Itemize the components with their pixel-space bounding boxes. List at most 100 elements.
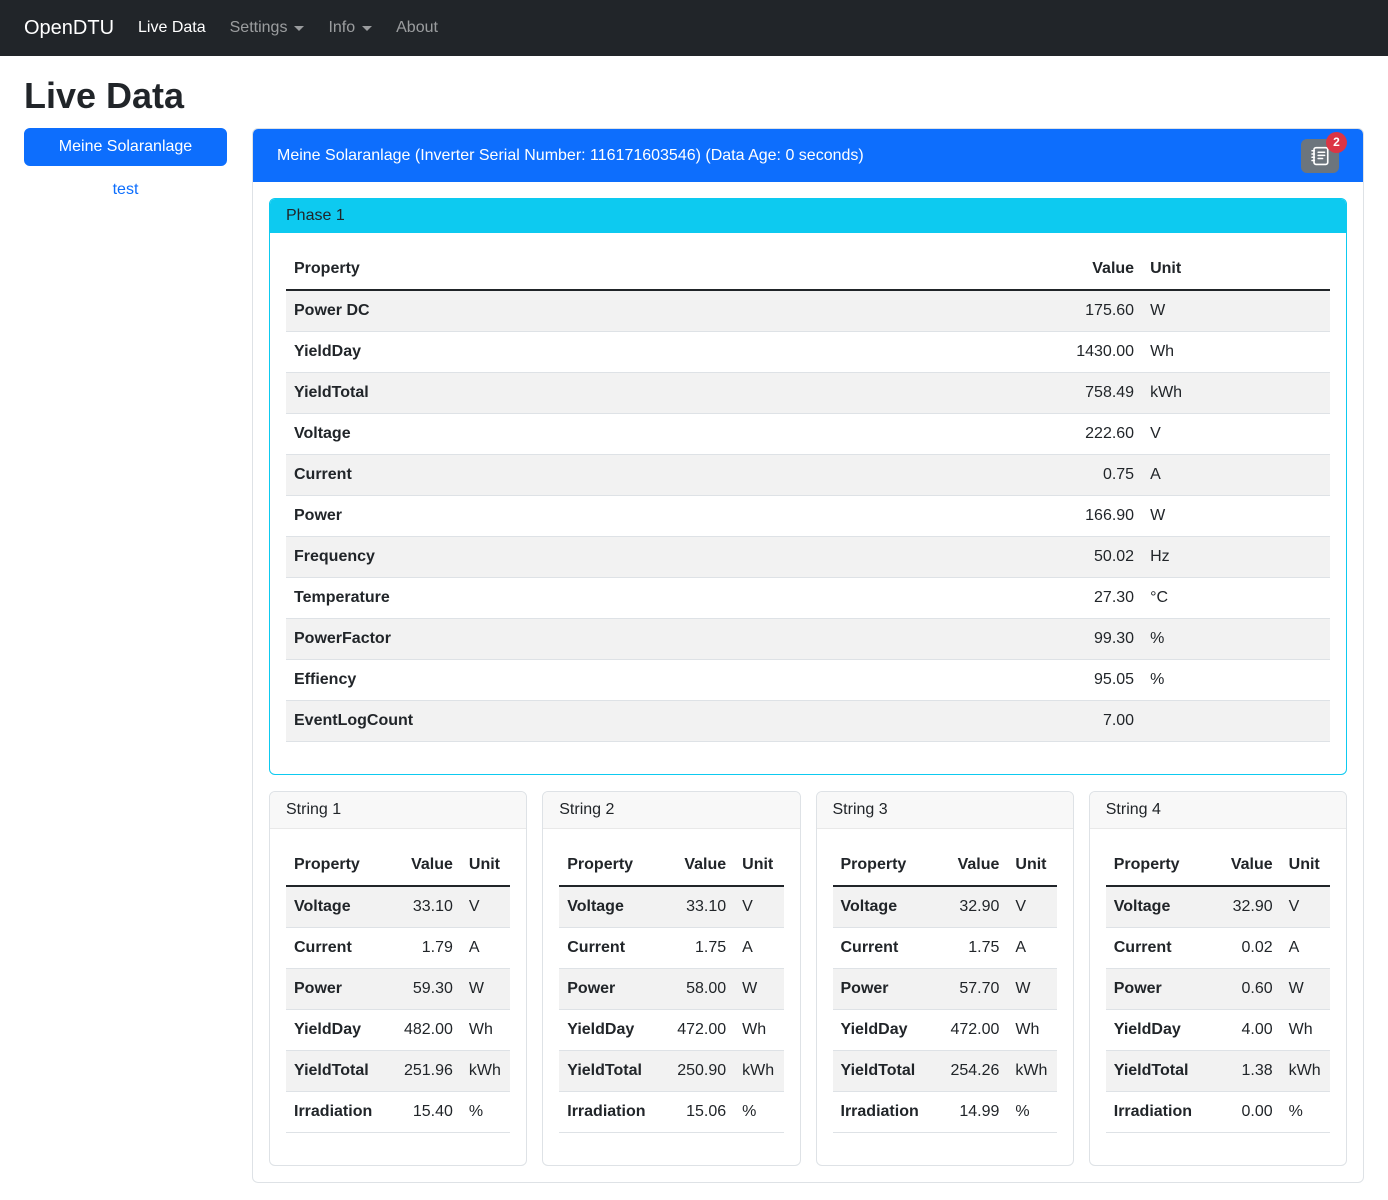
string4-row-yieldday: YieldDay4.00Wh bbox=[1106, 1010, 1330, 1051]
string2-property: Irradiation bbox=[559, 1092, 664, 1133]
phase-value: 7.00 bbox=[1017, 701, 1142, 742]
string1-value: 59.30 bbox=[391, 969, 461, 1010]
string-card-body: PropertyValueUnitVoltage33.10VCurrent1.7… bbox=[543, 829, 799, 1165]
string-card-title: String 2 bbox=[543, 792, 799, 829]
phase-col-unit: Unit bbox=[1142, 249, 1330, 290]
string2-property: YieldTotal bbox=[559, 1051, 664, 1092]
nav-item-settings[interactable]: Settings bbox=[222, 11, 313, 45]
string1-value: 251.96 bbox=[391, 1051, 461, 1092]
string3-property: Current bbox=[833, 928, 938, 969]
string2-table: PropertyValueUnitVoltage33.10VCurrent1.7… bbox=[559, 845, 783, 1133]
phase-row-power-dc: Power DC175.60W bbox=[286, 290, 1330, 332]
nav-item-live-data[interactable]: Live Data bbox=[130, 11, 214, 45]
string4-row-irradiation: Irradiation0.00% bbox=[1106, 1092, 1330, 1133]
string4-property: Voltage bbox=[1106, 886, 1211, 928]
phase-card: Phase 1 PropertyValueUnitPower DC175.60W… bbox=[269, 198, 1347, 775]
string2-value: 15.06 bbox=[665, 1092, 735, 1133]
string1-value: 15.40 bbox=[391, 1092, 461, 1133]
eventlog-count-badge: 2 bbox=[1326, 132, 1347, 153]
phase-value: 175.60 bbox=[1017, 290, 1142, 332]
string1-unit: V bbox=[461, 886, 510, 928]
phase-property: EventLogCount bbox=[286, 701, 1017, 742]
string1-header-row: PropertyValueUnit bbox=[286, 845, 510, 886]
phase-value: 0.75 bbox=[1017, 455, 1142, 496]
string3-property: YieldDay bbox=[833, 1010, 938, 1051]
string1-property: YieldTotal bbox=[286, 1051, 391, 1092]
string3-value: 32.90 bbox=[938, 886, 1008, 928]
string3-unit: % bbox=[1007, 1092, 1056, 1133]
string1-property: YieldDay bbox=[286, 1010, 391, 1051]
string3-property: YieldTotal bbox=[833, 1051, 938, 1092]
string4-value: 0.00 bbox=[1211, 1092, 1281, 1133]
phase-unit: V bbox=[1142, 414, 1330, 455]
string2-row-voltage: Voltage33.10V bbox=[559, 886, 783, 928]
phase-value: 95.05 bbox=[1017, 660, 1142, 701]
phase-unit bbox=[1142, 701, 1330, 742]
phase-property: PowerFactor bbox=[286, 619, 1017, 660]
string4-property: Irradiation bbox=[1106, 1092, 1211, 1133]
inverter-card-body: Phase 1 PropertyValueUnitPower DC175.60W… bbox=[253, 182, 1363, 1182]
string1-row-voltage: Voltage33.10V bbox=[286, 886, 510, 928]
inverter-link-test[interactable]: test bbox=[24, 181, 227, 199]
inverter-select-button[interactable]: Meine Solaranlage bbox=[24, 128, 227, 166]
string1-property: Current bbox=[286, 928, 391, 969]
string2-row-power: Power58.00W bbox=[559, 969, 783, 1010]
string1-property: Voltage bbox=[286, 886, 391, 928]
string4-row-power: Power0.60W bbox=[1106, 969, 1330, 1010]
phase-property: Frequency bbox=[286, 537, 1017, 578]
string2-value: 250.90 bbox=[665, 1051, 735, 1092]
phase-unit: A bbox=[1142, 455, 1330, 496]
string1-row-power: Power59.30W bbox=[286, 969, 510, 1010]
string-card-title: String 1 bbox=[270, 792, 526, 829]
string4-property: Power bbox=[1106, 969, 1211, 1010]
string3-unit: W bbox=[1007, 969, 1056, 1010]
string3-value: 254.26 bbox=[938, 1051, 1008, 1092]
navbar: OpenDTU Live DataSettings Info About bbox=[0, 0, 1388, 56]
navbar-nav: Live DataSettings Info About bbox=[130, 11, 454, 45]
string3-unit: V bbox=[1007, 886, 1056, 928]
string3-value: 472.00 bbox=[938, 1010, 1008, 1051]
string2-value: 1.75 bbox=[665, 928, 735, 969]
eventlog-button[interactable]: 2 bbox=[1301, 139, 1339, 173]
string3-unit: kWh bbox=[1007, 1051, 1056, 1092]
string4-property: YieldTotal bbox=[1106, 1051, 1211, 1092]
string2-col-property: Property bbox=[559, 845, 664, 886]
nav-item-label: Info bbox=[328, 19, 355, 37]
string1-value: 482.00 bbox=[391, 1010, 461, 1051]
string3-property: Voltage bbox=[833, 886, 938, 928]
string2-unit: % bbox=[734, 1092, 783, 1133]
phase-card-body: PropertyValueUnitPower DC175.60WYieldDay… bbox=[270, 233, 1346, 774]
string1-unit: % bbox=[461, 1092, 510, 1133]
brand-logo[interactable]: OpenDTU bbox=[24, 17, 114, 40]
string2-unit: V bbox=[734, 886, 783, 928]
string2-property: Power bbox=[559, 969, 664, 1010]
string-card-title: String 3 bbox=[817, 792, 1073, 829]
content-row: Meine Solaranlage test Meine Solaranlage… bbox=[24, 128, 1364, 1183]
phase-col-value: Value bbox=[1017, 249, 1142, 290]
string1-row-current: Current1.79A bbox=[286, 928, 510, 969]
phase-value: 27.30 bbox=[1017, 578, 1142, 619]
phase-value: 99.30 bbox=[1017, 619, 1142, 660]
nav-item-about[interactable]: About bbox=[388, 11, 446, 45]
string1-col-property: Property bbox=[286, 845, 391, 886]
string3-row-yieldtotal: YieldTotal254.26kWh bbox=[833, 1051, 1057, 1092]
string4-unit: Wh bbox=[1281, 1010, 1330, 1051]
string1-value: 33.10 bbox=[391, 886, 461, 928]
nav-item-info[interactable]: Info bbox=[320, 11, 380, 45]
string-card-body: PropertyValueUnitVoltage32.90VCurrent0.0… bbox=[1090, 829, 1346, 1165]
string2-value: 472.00 bbox=[665, 1010, 735, 1051]
string3-value: 57.70 bbox=[938, 969, 1008, 1010]
phase-card-title: Phase 1 bbox=[270, 199, 1346, 233]
string3-unit: Wh bbox=[1007, 1010, 1056, 1051]
string-card-title: String 4 bbox=[1090, 792, 1346, 829]
phase-row-frequency: Frequency50.02Hz bbox=[286, 537, 1330, 578]
string3-row-yieldday: YieldDay472.00Wh bbox=[833, 1010, 1057, 1051]
phase-row-effiency: Effiency95.05% bbox=[286, 660, 1330, 701]
phase-value: 50.02 bbox=[1017, 537, 1142, 578]
string4-row-yieldtotal: YieldTotal1.38kWh bbox=[1106, 1051, 1330, 1092]
phase-row-current: Current0.75A bbox=[286, 455, 1330, 496]
phase-unit: Hz bbox=[1142, 537, 1330, 578]
string2-value: 58.00 bbox=[665, 969, 735, 1010]
phase-col-property: Property bbox=[286, 249, 1017, 290]
string4-unit: W bbox=[1281, 969, 1330, 1010]
